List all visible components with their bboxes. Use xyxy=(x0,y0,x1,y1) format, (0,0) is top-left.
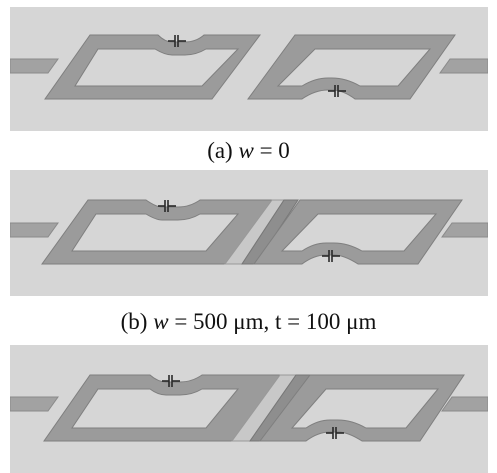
left-ring-resonator xyxy=(41,199,273,265)
caption-a: (a) w = 0 xyxy=(0,138,497,164)
diagram-panel-a xyxy=(10,7,488,131)
resonator-pair-c xyxy=(10,374,488,442)
caption-b: (b) w = 500 μm, t = 100 μm xyxy=(0,309,497,335)
feed-line-right xyxy=(441,222,488,238)
capacitor-icon xyxy=(162,375,180,387)
left-ring-resonator xyxy=(44,34,261,100)
coupling-block xyxy=(224,199,299,265)
feed-line-left xyxy=(10,222,59,238)
capacitor-icon xyxy=(328,85,346,97)
resonator-pair-a xyxy=(10,34,488,100)
caption-b-variable: w xyxy=(153,309,169,334)
diagram-panel-b xyxy=(10,170,488,296)
feed-line-left xyxy=(10,58,59,74)
capacitor-icon xyxy=(326,427,344,439)
feed-line-right xyxy=(441,396,488,412)
caption-a-label: (a) xyxy=(207,138,239,163)
resonator-pair-b xyxy=(10,199,488,265)
left-ring-resonator xyxy=(43,374,281,442)
feed-line-left xyxy=(10,396,59,412)
right-ring-resonator xyxy=(253,199,463,265)
caption-a-value: = 0 xyxy=(253,138,290,163)
capacitor-icon xyxy=(158,200,176,212)
caption-b-label: (b) xyxy=(120,309,154,334)
capacitor-icon xyxy=(322,250,340,262)
diagram-panel-c xyxy=(10,345,488,473)
right-ring-resonator xyxy=(258,374,465,442)
caption-a-variable: w xyxy=(238,138,254,163)
feed-line-right xyxy=(439,58,488,74)
right-ring-resonator xyxy=(247,34,456,100)
caption-b-value: = 500 μm, t = 100 μm xyxy=(168,309,377,334)
capacitor-icon xyxy=(168,35,186,47)
